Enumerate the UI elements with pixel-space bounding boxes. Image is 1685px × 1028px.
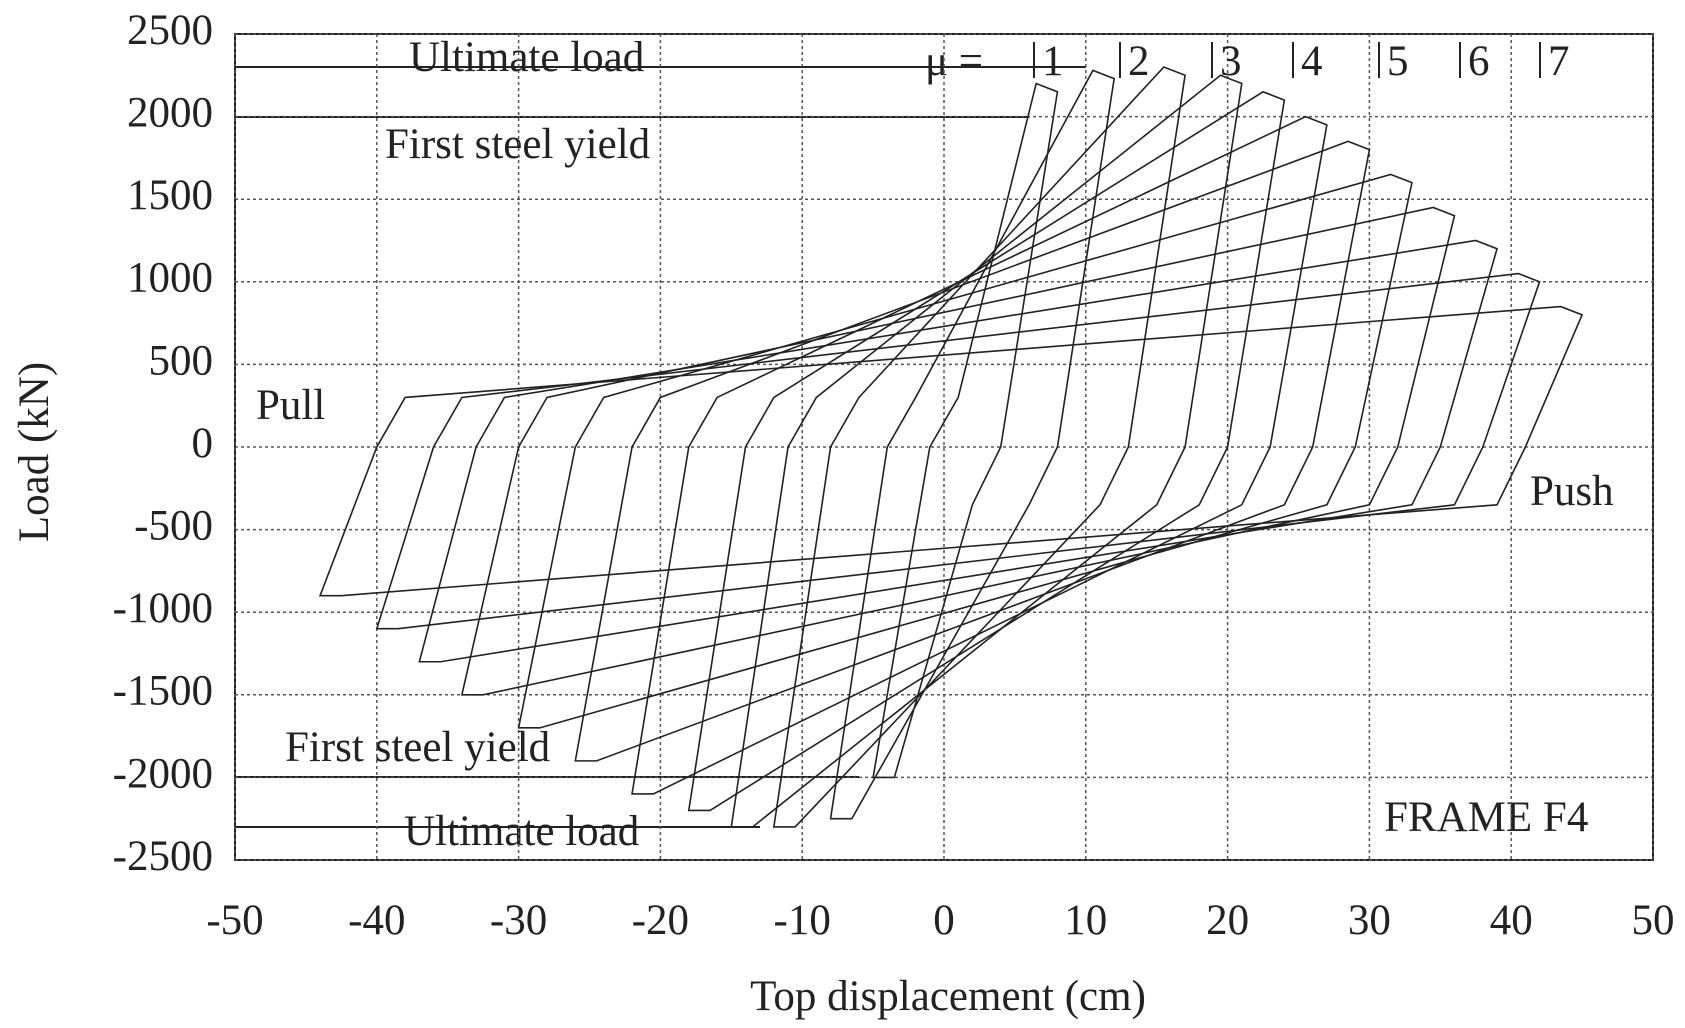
annotation: Push bbox=[1530, 468, 1614, 515]
annotation: First steel yield bbox=[285, 724, 550, 771]
hysteresis-loop bbox=[375, 272, 1541, 630]
x-tick-label: 30 bbox=[1348, 897, 1391, 944]
y-tick-label: -1000 bbox=[113, 585, 213, 632]
y-tick-label: 500 bbox=[149, 337, 214, 384]
hysteresis-loop bbox=[829, 69, 1116, 820]
mu-label: 2 bbox=[1128, 38, 1150, 85]
y-tick-label: 1000 bbox=[127, 255, 213, 302]
hysteresis-loop bbox=[460, 206, 1456, 696]
y-tick-label: 0 bbox=[192, 420, 214, 467]
y-tick-label: -2000 bbox=[113, 750, 213, 797]
y-tick-label: -2500 bbox=[113, 833, 213, 880]
x-tick-label: -10 bbox=[774, 897, 831, 944]
hysteresis-loop bbox=[687, 90, 1286, 812]
mu-label: 4 bbox=[1301, 38, 1323, 85]
annotation: FRAME F4 bbox=[1384, 794, 1588, 841]
hysteresis-loop bbox=[517, 173, 1413, 729]
hysteresis-loop bbox=[872, 82, 1059, 779]
x-tick-label: -50 bbox=[206, 897, 263, 944]
annotation: Pull bbox=[256, 382, 325, 429]
hysteresis-loop bbox=[631, 115, 1328, 795]
mu-label: 5 bbox=[1387, 38, 1409, 85]
annotation: Ultimate load bbox=[404, 808, 639, 855]
annotation: μ = bbox=[925, 38, 983, 85]
annotation: First steel yield bbox=[385, 121, 650, 168]
hysteresis-loop bbox=[318, 305, 1584, 597]
y-tick-label: 2500 bbox=[127, 7, 213, 54]
x-tick-label: 50 bbox=[1632, 897, 1675, 944]
annotation: Ultimate load bbox=[409, 34, 644, 81]
x-tick-label: -40 bbox=[348, 897, 405, 944]
hysteresis-loop bbox=[730, 74, 1243, 828]
hysteresis-loop bbox=[574, 140, 1371, 762]
x-tick-label: 10 bbox=[1064, 897, 1107, 944]
mu-label: 3 bbox=[1220, 38, 1242, 85]
x-tick-label: 20 bbox=[1206, 897, 1249, 944]
y-tick-label: -1500 bbox=[113, 668, 213, 715]
y-tick-label: -500 bbox=[134, 502, 213, 549]
x-tick-label: -20 bbox=[632, 897, 689, 944]
x-tick-label: 40 bbox=[1490, 897, 1533, 944]
hysteresis-loop bbox=[772, 66, 1186, 828]
y-tick-label: 1500 bbox=[127, 172, 213, 219]
y-axis-title: Load (kN) bbox=[11, 362, 58, 542]
mu-label: 6 bbox=[1468, 38, 1490, 85]
x-axis-title: Top displacement (cm) bbox=[750, 973, 1146, 1020]
mu-label: 7 bbox=[1548, 38, 1570, 85]
x-tick-label: -30 bbox=[490, 897, 547, 944]
y-tick-label: 2000 bbox=[127, 89, 213, 136]
x-tick-label: 0 bbox=[933, 897, 955, 944]
hysteresis-loop bbox=[418, 239, 1498, 663]
mu-label: 1 bbox=[1042, 38, 1064, 85]
